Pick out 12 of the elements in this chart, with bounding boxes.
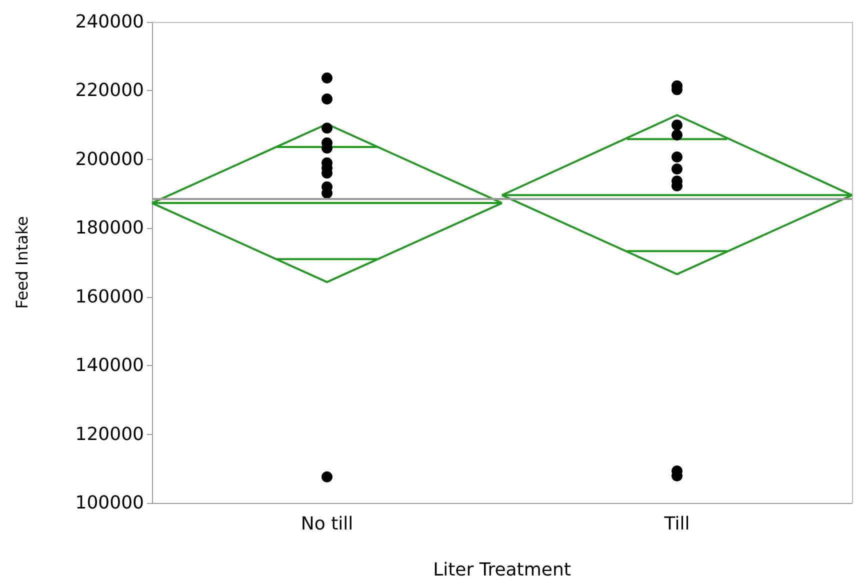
x-tick-label: Till <box>663 514 690 534</box>
y-axis-title: Feed Intake <box>12 216 32 309</box>
y-tick-label: 180000 <box>75 218 144 239</box>
y-tick-label: 220000 <box>75 80 144 102</box>
x-axis-title: Liter Treatment <box>433 560 571 580</box>
y-tick-label: 240000 <box>75 12 144 32</box>
x-tick-label: No till <box>300 514 354 534</box>
y-tick-label: 120000 <box>75 424 144 445</box>
y-tick-label: 100000 <box>75 492 144 514</box>
y-tick-label: 160000 <box>75 286 144 308</box>
y-tick-label: 140000 <box>75 355 144 376</box>
y-tick-label: 200000 <box>75 148 144 170</box>
